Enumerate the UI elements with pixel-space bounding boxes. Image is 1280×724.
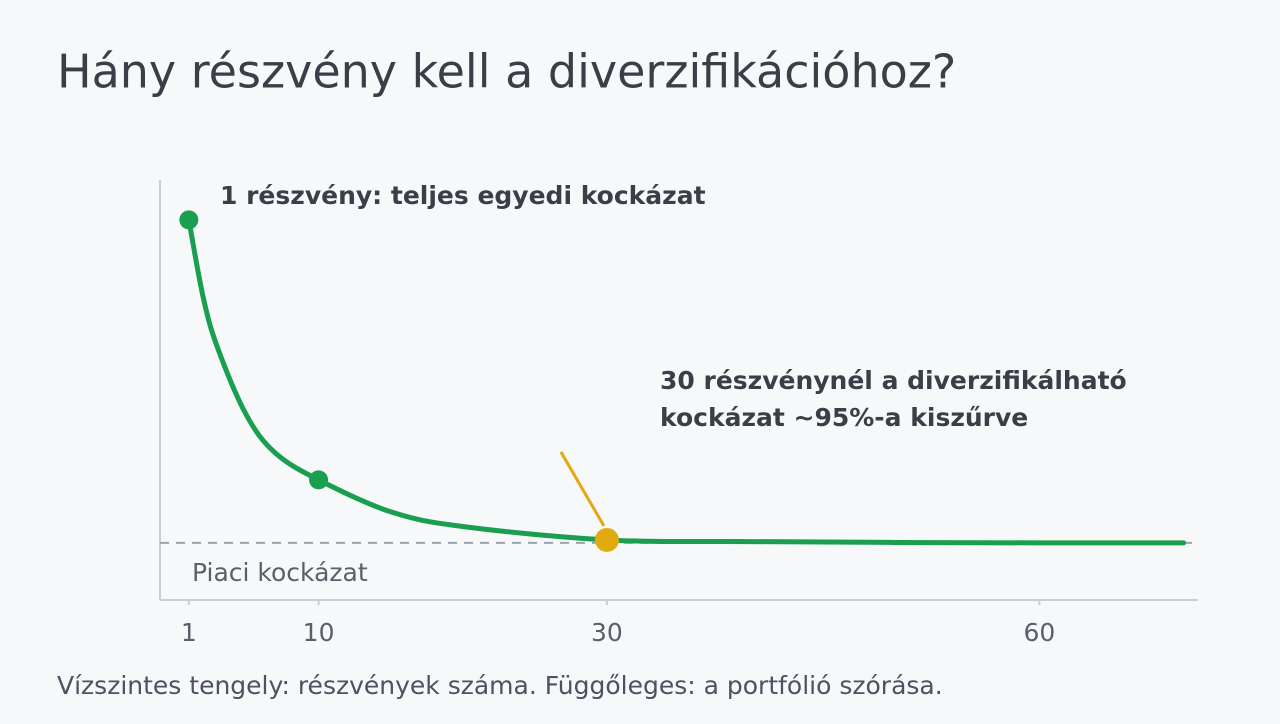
- point-marker: [179, 210, 199, 230]
- x-tick-label: 30: [591, 618, 623, 647]
- annotation: 1 részvény: teljes egyedi kockázat: [220, 181, 706, 210]
- x-tick-label: 10: [303, 618, 335, 647]
- annotation-pointer: [559, 451, 606, 527]
- annotation: kockázat ~95%-a kiszűrve: [660, 403, 1028, 432]
- x-tick-label: 60: [1024, 618, 1056, 647]
- line: [186, 217, 1187, 546]
- x-tick-label: 1: [181, 618, 197, 647]
- point-marker: [594, 527, 619, 552]
- caption: Vízszintes tengely: részvények száma. Fü…: [57, 671, 943, 700]
- annotation: 30 részvénynél a diverzifikálható: [660, 366, 1127, 395]
- chart-title: Hány részvény kell a diverzifikációhoz?: [57, 45, 956, 99]
- point-marker: [309, 470, 329, 490]
- reference-label: Piaci kockázat: [192, 558, 368, 587]
